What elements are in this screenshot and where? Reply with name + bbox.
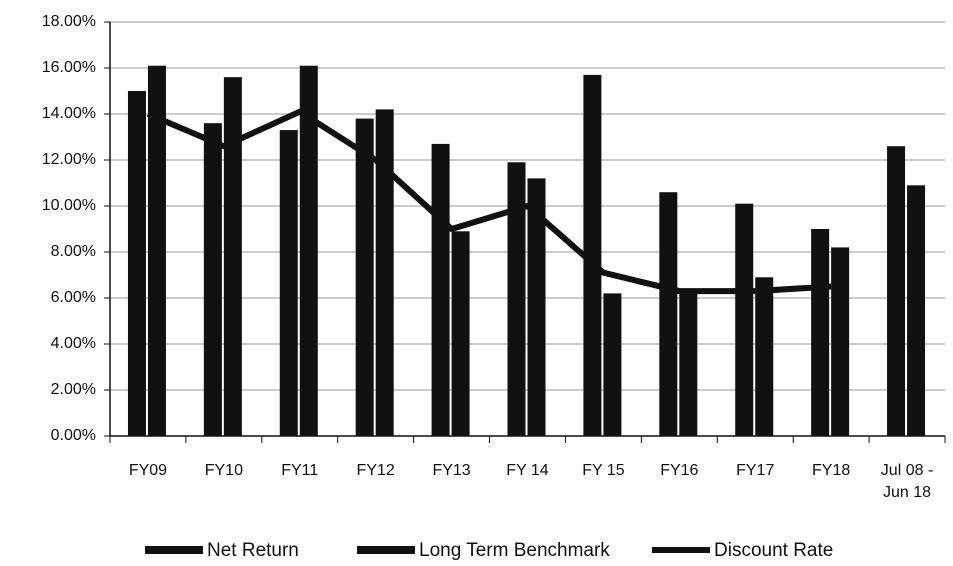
bar [755,277,774,436]
x-tick-label: FY16 [660,462,699,479]
x-tick-label: FY10 [204,462,243,479]
bar [679,288,698,436]
bar [147,65,166,436]
x-tick-label: FY 15 [582,462,625,479]
y-tick-label: 18.00% [42,13,96,30]
y-tick-label: 4.00% [51,335,96,352]
bar [907,185,926,436]
x-tick-label: FY12 [356,462,395,479]
line [146,108,832,295]
y-tick-label: 0.00% [51,427,96,444]
bar [811,229,830,436]
legend-label: Net Return [207,540,299,561]
x-tick-label: FY17 [736,462,775,479]
y-tick-label: 2.00% [51,381,96,398]
bar [203,123,222,436]
legend-swatch [145,546,203,554]
x-tick-label: FY18 [812,462,851,479]
bar [831,247,850,436]
y-tick-label: 8.00% [51,243,96,260]
legend-label: Discount Rate [714,540,833,561]
bar [583,74,602,437]
x-tick-label: FY09 [128,462,168,479]
x-tick-label: FY11 [281,462,319,479]
bar [431,143,450,436]
bar [735,203,754,436]
bar [451,231,470,436]
bar [299,65,318,436]
bar [887,146,906,436]
bar [127,91,146,436]
bar [279,130,298,436]
legend-label: Long Term Benchmark [419,540,610,561]
bar [355,118,374,436]
y-tick-label: 16.00% [42,59,96,76]
bar [223,77,242,436]
x-tick-label: Jul 08 - Jun 18 [880,462,934,501]
y-tick-label: 10.00% [42,197,96,214]
x-tick-label: FY13 [432,462,471,479]
bar [659,192,678,436]
bar [603,293,622,436]
legend-swatch [357,546,415,554]
x-tick-label: FY 14 [506,462,549,479]
y-tick-label: 12.00% [42,151,96,168]
y-tick-label: 6.00% [51,289,96,306]
bar [507,162,526,437]
bar [375,109,394,437]
y-tick-label: 14.00% [42,105,96,122]
bar [527,178,546,436]
